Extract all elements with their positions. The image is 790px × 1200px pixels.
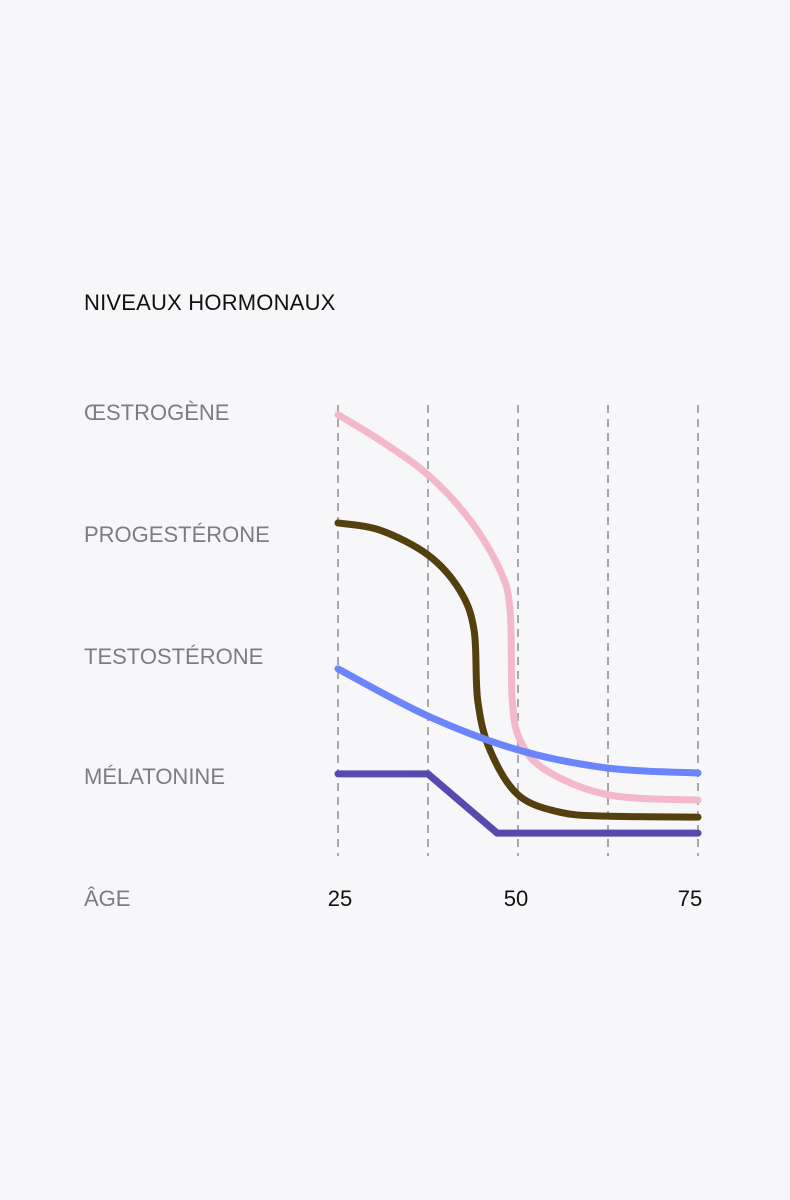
- series-label-melatonine: MÉLATONINE: [84, 764, 225, 789]
- x-axis-label: ÂGE: [84, 886, 131, 911]
- series-line-0: [334, 411, 702, 804]
- x-tick-label: 50: [503, 886, 529, 911]
- x-tick-label: 75: [677, 886, 703, 911]
- series-label-testosterone: TESTOSTÉRONE: [84, 644, 264, 669]
- chart-title: NIVEAUX HORMONAUX: [84, 290, 336, 315]
- series-line-3: [334, 770, 702, 837]
- series-label-progesterone: PROGESTÉRONE: [84, 522, 270, 547]
- series-line-1: [334, 519, 702, 821]
- series-line-2: [334, 665, 702, 777]
- x-tick-label: 25: [327, 886, 353, 911]
- series-label-oestrogene: ŒSTROGÈNE: [84, 400, 230, 425]
